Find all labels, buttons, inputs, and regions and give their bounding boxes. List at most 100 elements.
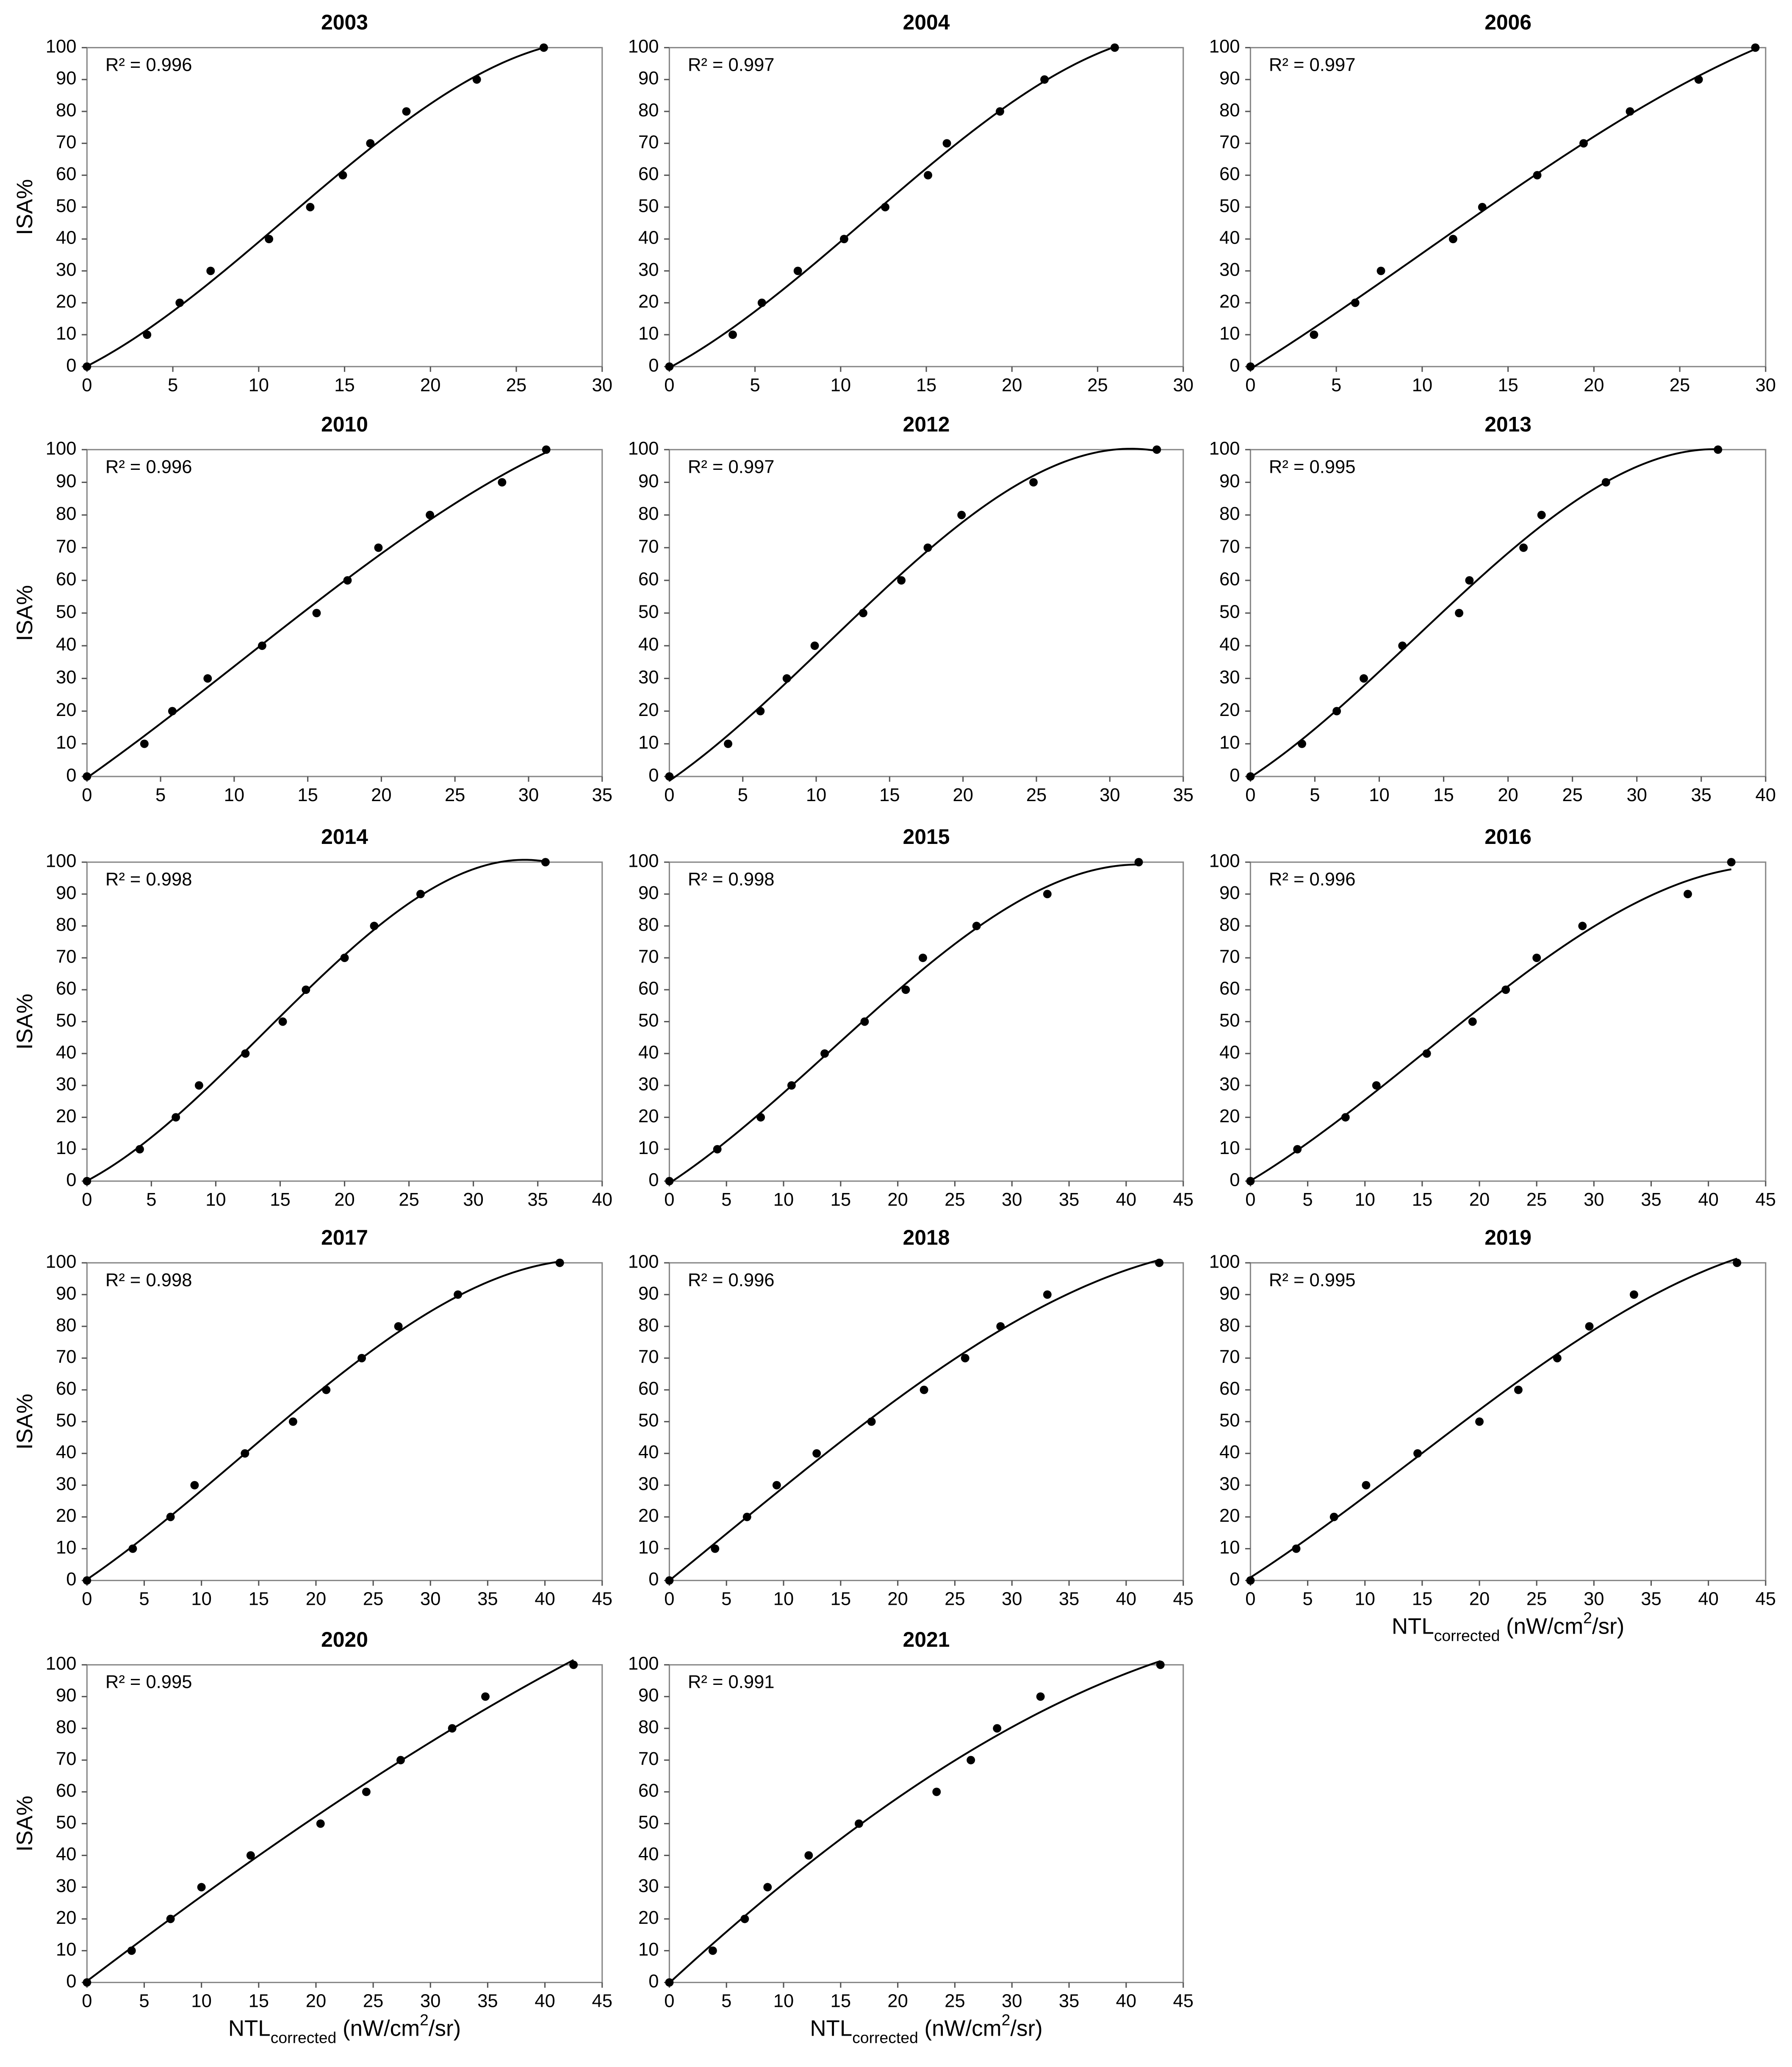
y-tick-label: 0	[66, 1971, 76, 1992]
plot-frame	[86, 1664, 603, 1983]
x-tick-label: 30	[518, 785, 539, 805]
data-point	[541, 858, 550, 867]
x-tick-label: 0	[82, 785, 92, 805]
y-tick-label: 40	[56, 1844, 76, 1864]
trend-line	[1250, 1257, 1737, 1579]
y-tick-label: 10	[638, 732, 659, 753]
x-tick-label: 15	[879, 785, 900, 805]
y-tick-label: 70	[1219, 1347, 1240, 1367]
data-point	[362, 1787, 371, 1796]
data-point	[1449, 235, 1457, 244]
y-tick-label: 60	[638, 1781, 659, 1801]
r-squared: R² = 0.997	[688, 457, 775, 477]
trend-line	[1250, 448, 1718, 778]
x-tick-label: 5	[750, 375, 760, 395]
y-tick-label: 80	[638, 1315, 659, 1335]
y-tick-label: 0	[1230, 1569, 1240, 1590]
panel: 2003 R² = 0.996 0 10 20 30 40 50 60 70 80 90 100 0 5 10…	[12, 11, 612, 396]
x-tick-label: 35	[477, 1991, 498, 2012]
x-tick-label: 40	[1116, 1589, 1136, 1609]
data-point	[394, 1322, 403, 1331]
x-tick-label: 5	[738, 785, 748, 805]
data-point	[288, 1417, 297, 1426]
data-point	[860, 1017, 869, 1026]
data-point	[1292, 1544, 1301, 1553]
x-axis-label: NTLcorrected (nW/cm2/sr)	[810, 2011, 1042, 2046]
panel-title: 2016	[1485, 825, 1532, 849]
y-tick-label: 90	[638, 471, 659, 491]
x-axis-label-part: (nW/cm	[918, 2016, 1002, 2041]
data-point	[993, 1724, 1002, 1733]
x-tick-label: 25	[944, 1991, 965, 2012]
x-tick-label: 20	[887, 1589, 908, 1609]
y-tick-label: 10	[56, 732, 76, 753]
x-tick-label: 15	[831, 1991, 851, 2012]
panel-title: 2019	[1485, 1226, 1532, 1249]
x-tick-label: 40	[1116, 1190, 1136, 1210]
y-tick-label: 30	[1219, 667, 1240, 688]
data-point	[932, 1787, 941, 1796]
data-point	[855, 1819, 863, 1828]
y-tick-label: 90	[638, 1283, 659, 1304]
y-tick-label: 90	[56, 1685, 76, 1706]
panel-title: 2013	[1485, 412, 1532, 436]
y-tick-label: 90	[638, 883, 659, 903]
panel: 2020 R² = 0.995 0 10 20 30 40 50 60 70 80 90 100 0 5 10…	[12, 1628, 612, 2046]
x-axis-label-part: corrected	[852, 2028, 918, 2046]
x-tick-label: 25	[506, 375, 526, 395]
y-tick-label: 60	[1219, 569, 1240, 589]
panel-title: 2020	[321, 1628, 368, 1651]
plot-frame	[668, 1664, 1184, 1983]
x-tick-label: 5	[155, 785, 166, 805]
data-point	[83, 772, 91, 781]
x-tick-label: 10	[806, 785, 826, 805]
data-point	[924, 171, 933, 180]
trend-line	[669, 1259, 1160, 1581]
y-tick-label: 0	[648, 1971, 659, 1992]
y-tick-label: 30	[638, 667, 659, 688]
y-tick-label: 20	[56, 1106, 76, 1126]
data-point	[1714, 445, 1723, 454]
data-point	[203, 674, 212, 683]
y-tick-label: 90	[56, 68, 76, 89]
data-point	[711, 1544, 720, 1553]
y-tick-label: 60	[1219, 164, 1240, 184]
r-squared: R² = 0.997	[1269, 55, 1356, 75]
y-tick-label: 100	[628, 438, 659, 459]
x-tick-label: 30	[420, 1991, 440, 2012]
data-point	[1043, 1290, 1052, 1299]
y-tick-label: 0	[66, 355, 76, 376]
x-tick-label: 20	[334, 1190, 355, 1210]
y-tick-label: 70	[1219, 946, 1240, 967]
x-tick-label: 20	[371, 785, 391, 805]
x-axis-label-part: /sr)	[1010, 2016, 1042, 2041]
data-point	[190, 1481, 199, 1490]
y-tick-label: 0	[1230, 1170, 1240, 1190]
y-tick-label: 90	[56, 1283, 76, 1304]
x-tick-label: 30	[1756, 375, 1776, 395]
y-tick-label: 50	[638, 1010, 659, 1031]
y-tick-label: 0	[66, 765, 76, 785]
y-tick-label: 0	[648, 1170, 659, 1190]
data-point	[820, 1049, 829, 1058]
x-tick-label: 45	[1756, 1589, 1776, 1609]
data-point	[920, 1385, 928, 1394]
r-squared: R² = 0.996	[1269, 869, 1356, 890]
x-tick-label: 10	[1412, 375, 1432, 395]
data-point	[542, 445, 551, 454]
y-tick-label: 50	[56, 602, 76, 622]
x-tick-label: 0	[82, 375, 92, 395]
r-squared: R² = 0.995	[1269, 457, 1356, 477]
y-tick-label: 80	[638, 100, 659, 121]
r-squared: R² = 0.998	[105, 869, 192, 890]
data-point	[1372, 1081, 1381, 1090]
y-tick-label: 30	[638, 1474, 659, 1494]
y-tick-label: 30	[638, 260, 659, 280]
x-axis-label-part: NTL	[228, 2016, 271, 2041]
y-tick-label: 80	[56, 504, 76, 524]
trend-line	[669, 448, 1157, 782]
y-tick-label: 10	[56, 324, 76, 344]
y-tick-label: 10	[56, 1939, 76, 1960]
y-tick-label: 70	[1219, 132, 1240, 153]
y-tick-label: 60	[638, 569, 659, 589]
